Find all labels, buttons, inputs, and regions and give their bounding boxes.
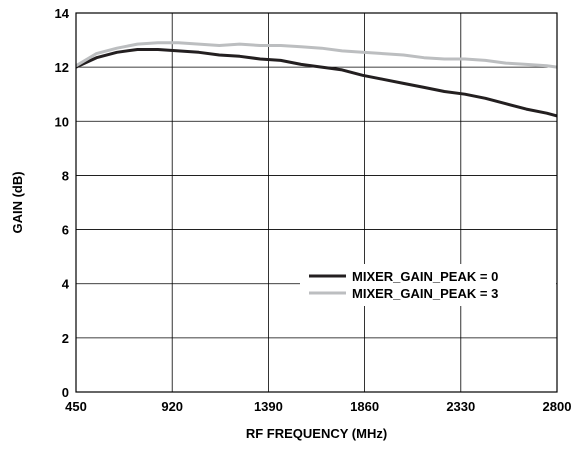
legend-label-mixer-gain-peak-0: MIXER_GAIN_PEAK = 0 xyxy=(352,269,498,284)
y-tick-label-14: 14 xyxy=(55,6,70,21)
y-tick-label-10: 10 xyxy=(55,114,69,129)
legend: MIXER_GAIN_PEAK = 0 MIXER_GAIN_PEAK = 3 xyxy=(300,264,556,306)
x-tick-label-450: 450 xyxy=(65,399,87,414)
x-tick-label-2330: 2330 xyxy=(446,399,475,414)
y-tick-label-8: 8 xyxy=(62,168,69,183)
y-tick-label-4: 4 xyxy=(62,277,70,292)
legend-label-mixer-gain-peak-3: MIXER_GAIN_PEAK = 3 xyxy=(352,286,498,301)
tick-labels: 450 920 1390 1860 2330 2800 0 2 4 6 8 10 12 14 xyxy=(55,6,572,414)
x-tick-label-2800: 2800 xyxy=(543,399,572,414)
grid-lines xyxy=(75,12,558,393)
y-axis-label: GAIN (dB) xyxy=(10,171,25,233)
y-tick-label-6: 6 xyxy=(62,223,69,238)
y-tick-label-2: 2 xyxy=(62,331,69,346)
x-tick-label-920: 920 xyxy=(161,399,183,414)
y-tick-label-0: 0 xyxy=(62,385,69,400)
series-line-1 xyxy=(75,41,558,69)
x-axis-label: RF FREQUENCY (MHz) xyxy=(246,426,387,441)
plot-frame xyxy=(75,12,558,393)
y-tick-label-12: 12 xyxy=(55,60,69,75)
series-line-0 xyxy=(75,48,558,118)
series-lines xyxy=(75,41,558,118)
legend-box xyxy=(300,264,556,306)
x-tick-label-1860: 1860 xyxy=(350,399,379,414)
x-tick-label-1390: 1390 xyxy=(254,399,283,414)
